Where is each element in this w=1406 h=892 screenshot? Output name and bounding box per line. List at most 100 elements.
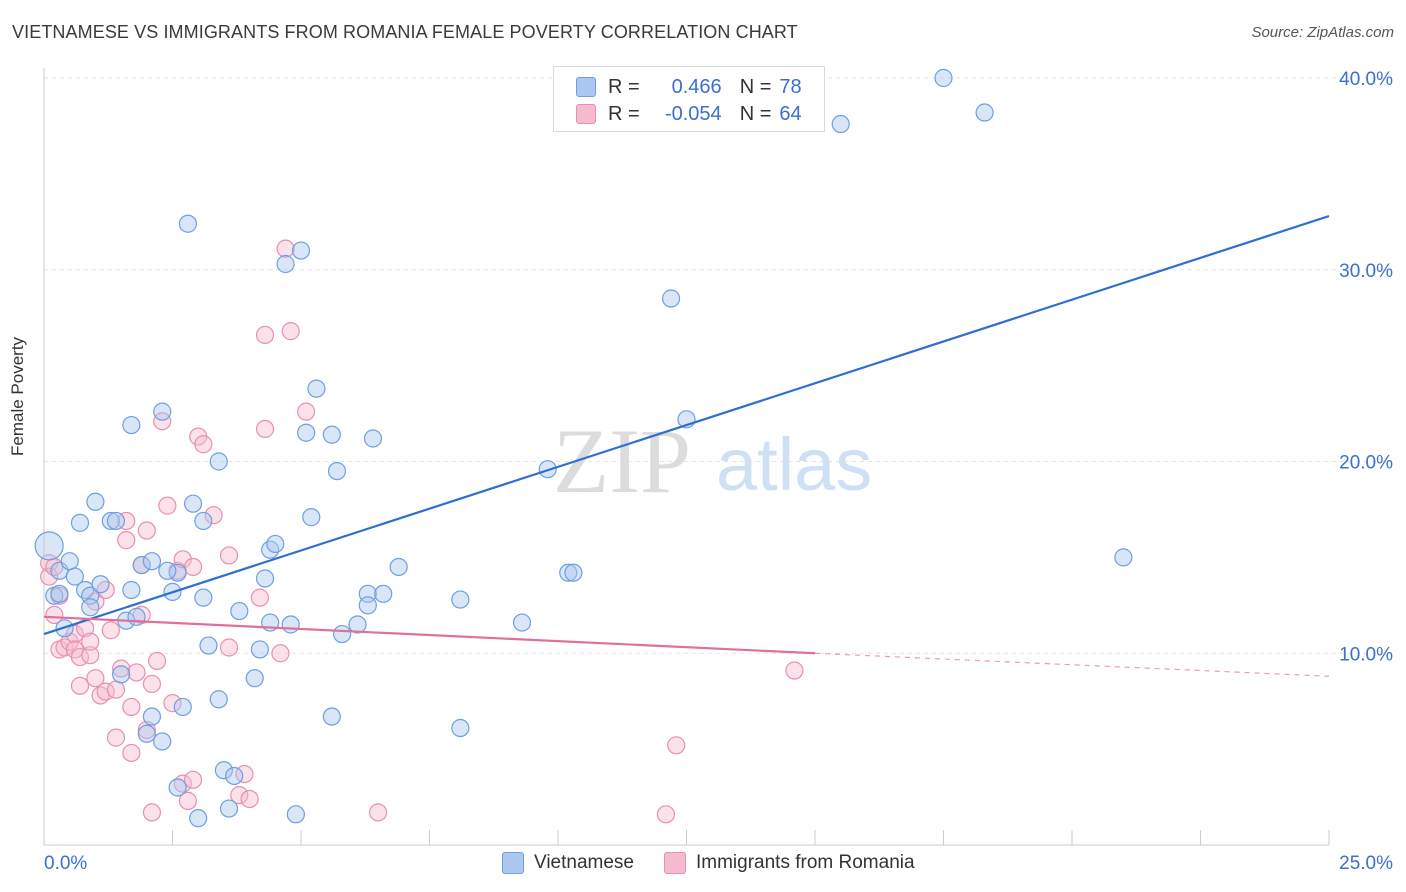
trend-line-vietnamese	[43, 215, 1330, 636]
point-vietnamese	[194, 588, 213, 607]
point-romania	[276, 239, 295, 258]
point-romania	[219, 546, 239, 565]
point-vietnamese	[286, 805, 305, 824]
point-romania	[183, 557, 203, 577]
point-vietnamese	[34, 531, 64, 561]
point-vietnamese	[322, 707, 341, 726]
legend-n-value-romania: 64	[779, 102, 802, 125]
point-vietnamese	[230, 601, 249, 621]
point-vietnamese	[209, 452, 228, 471]
point-vietnamese	[194, 511, 213, 531]
legend-row-vietnamese: R = 0.466 N = 78	[576, 74, 802, 100]
point-romania	[106, 728, 126, 747]
point-romania	[147, 651, 167, 671]
point-vietnamese	[975, 103, 994, 122]
point-romania	[158, 496, 177, 515]
point-vietnamese	[81, 598, 100, 617]
point-vietnamese	[158, 561, 177, 580]
point-vietnamese	[189, 809, 208, 828]
point-romania	[250, 588, 269, 607]
point-vietnamese	[831, 114, 850, 134]
point-vietnamese	[142, 707, 162, 726]
legend-r-label: R =	[608, 75, 640, 98]
point-vietnamese	[255, 569, 275, 588]
point-vietnamese	[934, 68, 953, 88]
point-vietnamese	[183, 494, 203, 513]
point-romania	[40, 567, 59, 586]
point-vietnamese	[142, 552, 162, 571]
series-legend: Vietnamese Immigrants from Romania	[502, 852, 945, 874]
point-romania	[137, 720, 156, 740]
point-romania	[81, 646, 100, 665]
point-vietnamese	[348, 615, 367, 634]
point-vietnamese	[291, 241, 311, 260]
point-vietnamese	[50, 584, 69, 603]
point-vietnamese	[153, 732, 172, 751]
legend-r-value-romania: -0.054	[664, 102, 722, 125]
legend-swatch-pink	[576, 104, 596, 124]
point-romania	[65, 624, 84, 644]
point-romania	[219, 638, 239, 657]
point-romania	[86, 669, 105, 688]
point-vietnamese	[333, 624, 352, 644]
point-vietnamese	[137, 724, 156, 743]
point-vietnamese	[374, 584, 393, 603]
point-vietnamese	[122, 580, 141, 600]
point-romania	[111, 659, 131, 678]
point-vietnamese	[451, 590, 470, 609]
point-romania	[86, 592, 105, 611]
point-romania	[194, 435, 213, 454]
point-vietnamese	[101, 511, 120, 531]
y-tick-label: 40.0%	[1339, 69, 1393, 90]
point-romania	[45, 605, 64, 625]
point-romania	[183, 770, 203, 789]
point-vietnamese	[153, 402, 172, 421]
point-vietnamese	[178, 214, 198, 233]
point-vietnamese	[307, 379, 326, 398]
x-tick-label-max: 25.0%	[1339, 853, 1393, 874]
legend-swatch-blue	[576, 77, 596, 97]
point-vietnamese	[122, 415, 141, 435]
point-romania	[70, 676, 90, 695]
point-romania	[163, 694, 182, 713]
point-vietnamese	[132, 555, 151, 575]
point-romania	[785, 661, 804, 680]
point-vietnamese	[65, 567, 84, 586]
point-romania	[255, 325, 275, 345]
point-romania	[369, 803, 388, 822]
tick-labels: 10.0% 20.0% 30.0% 40.0% 0.0% 25.0%	[44, 69, 1393, 874]
legend-r-label: R =	[608, 102, 640, 125]
point-romania	[137, 521, 156, 540]
point-romania	[178, 791, 198, 810]
chart-title: VIETNAMESE VS IMMIGRANTS FROM ROMANIA FE…	[12, 22, 798, 42]
correlation-legend: R = 0.466 N = 78 R = -0.054 N = 64	[553, 66, 825, 132]
point-vietnamese	[389, 557, 408, 577]
point-romania	[153, 412, 172, 431]
legend-swatch-blue	[502, 852, 524, 874]
trend-lines	[43, 215, 1330, 677]
point-romania	[127, 663, 146, 682]
point-romania	[230, 786, 249, 805]
y-axis-label: Female Poverty	[8, 336, 27, 456]
point-romania	[122, 697, 141, 717]
point-romania	[667, 736, 686, 755]
point-vietnamese	[276, 254, 295, 274]
watermark: ZIP atlas	[553, 410, 872, 512]
point-vietnamese	[173, 697, 192, 717]
legend-swatch-pink	[664, 852, 686, 874]
legend-label-romania: Immigrants from Romania	[696, 852, 915, 873]
point-romania	[255, 419, 275, 439]
point-vietnamese	[564, 563, 583, 582]
legend-item-vietnamese: Vietnamese	[502, 852, 634, 874]
y-tick-label: 10.0%	[1339, 644, 1393, 665]
legend-n-label: N =	[739, 75, 772, 98]
point-romania	[117, 531, 136, 550]
point-vietnamese	[86, 492, 105, 511]
trend-line-romania-extension	[814, 652, 1330, 677]
point-vietnamese	[127, 607, 146, 626]
point-vietnamese	[266, 534, 285, 554]
point-vietnamese	[214, 761, 233, 780]
legend-item-romania: Immigrants from Romania	[664, 852, 915, 874]
x-tick-label-min: 0.0%	[44, 853, 87, 874]
